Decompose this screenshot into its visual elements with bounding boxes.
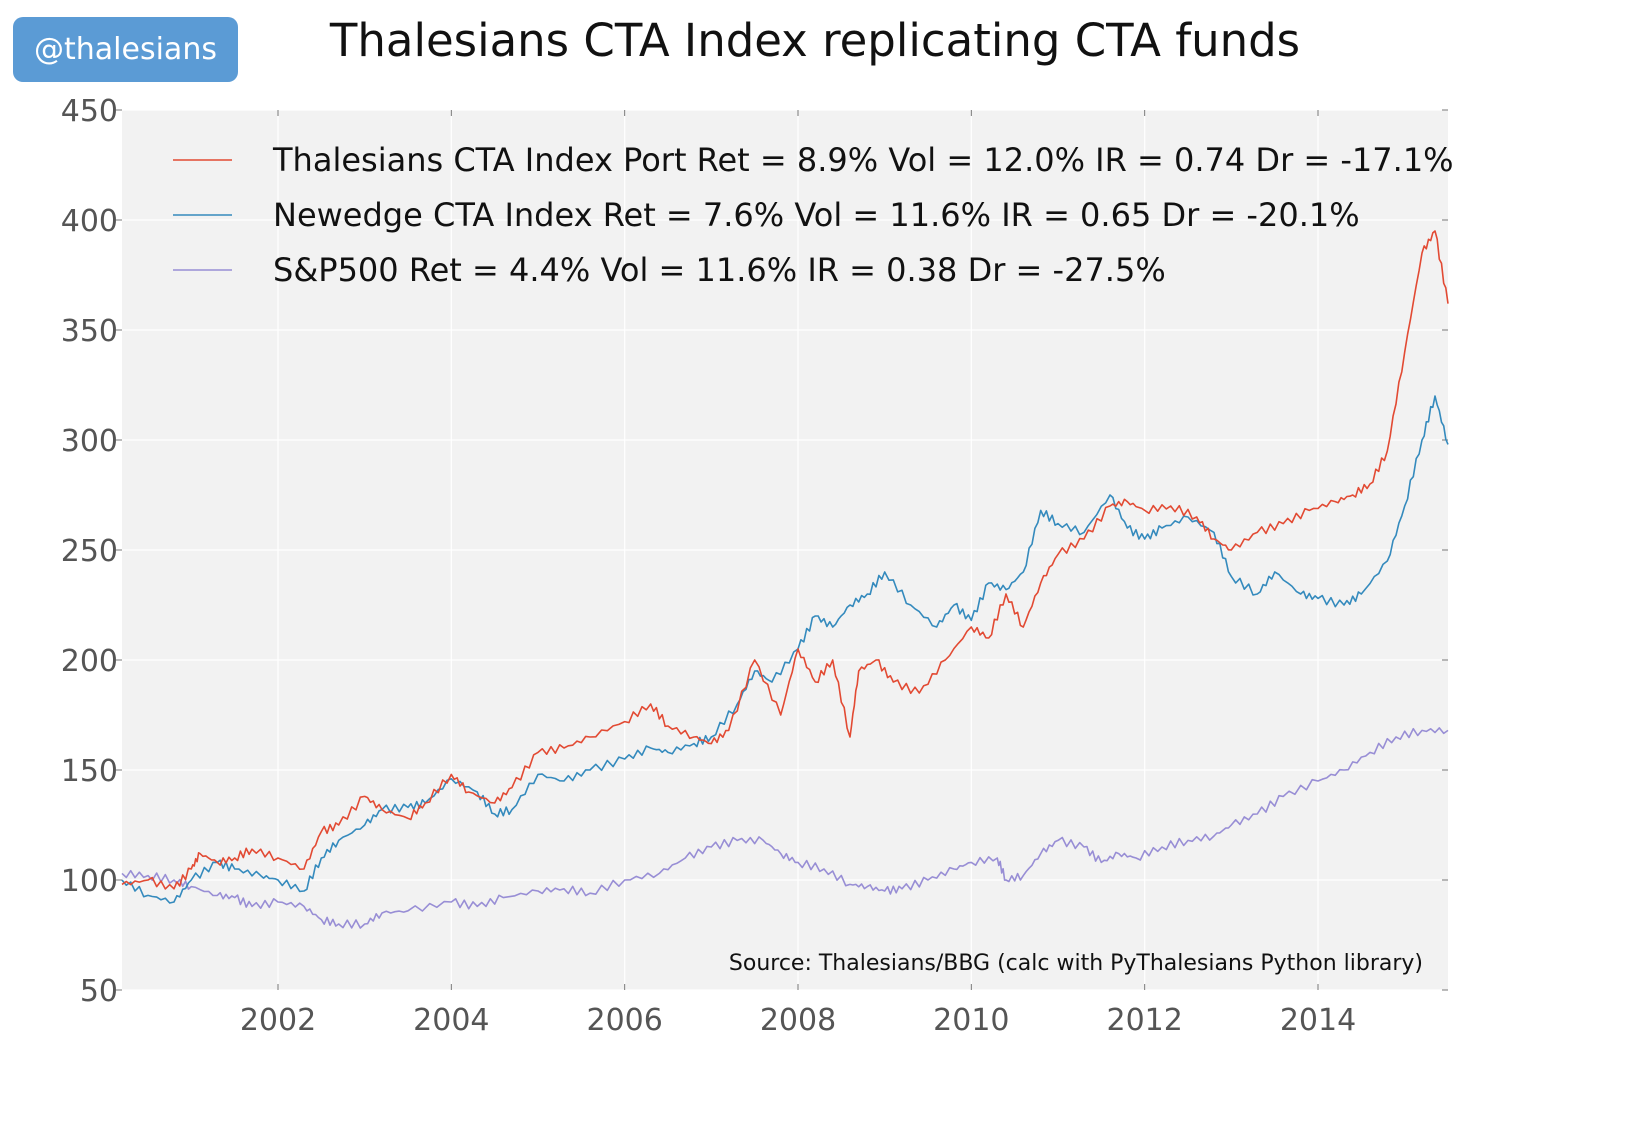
y-tick-label: 100 — [61, 864, 118, 899]
y-tick-label: 450 — [61, 94, 118, 129]
x-tick-label: 2008 — [760, 1003, 836, 1038]
x-tick-label: 2014 — [1280, 1003, 1356, 1038]
thalesians-badge: @thalesians — [13, 17, 238, 82]
x-tick-label: 2010 — [933, 1003, 1009, 1038]
x-tick-label: 2002 — [240, 1003, 316, 1038]
x-tick-label: 2006 — [586, 1003, 662, 1038]
series-line-0 — [121, 230, 1449, 890]
legend-label-0: Thalesians CTA Index Port Ret = 8.9% Vol… — [272, 141, 1454, 179]
y-tick-label: 200 — [61, 644, 118, 679]
x-tick-label: 2004 — [413, 1003, 489, 1038]
legend-label-1: Newedge CTA Index Ret = 7.6% Vol = 11.6%… — [273, 196, 1360, 234]
y-tick-label: 50 — [80, 974, 118, 1009]
y-tick-label: 400 — [61, 204, 118, 239]
chart-title: Thalesians CTA Index replicating CTA fun… — [329, 14, 1301, 67]
source-annotation: Source: Thalesians/BBG (calc with PyThal… — [729, 951, 1423, 976]
y-tick-label: 300 — [61, 424, 118, 459]
x-tick-label: 2012 — [1106, 1003, 1182, 1038]
badge-label: @thalesians — [34, 32, 217, 67]
legend-label-2: S&P500 Ret = 4.4% Vol = 11.6% IR = 0.38 … — [273, 251, 1166, 289]
series-line-2 — [121, 727, 1449, 929]
y-tick-label: 150 — [61, 754, 118, 789]
series-line-1 — [121, 395, 1449, 904]
y-tick-label: 350 — [61, 314, 118, 349]
y-tick-label: 250 — [61, 534, 118, 569]
